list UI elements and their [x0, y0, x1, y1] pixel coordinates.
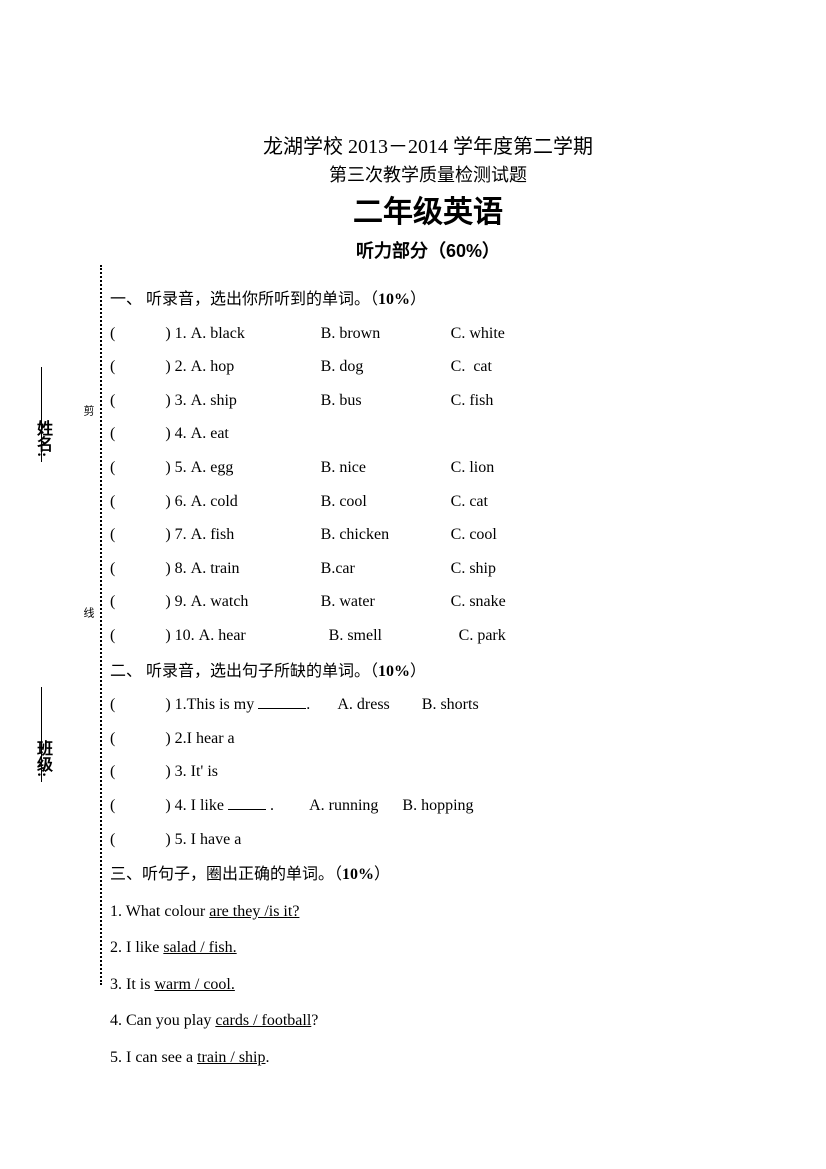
- section-2-header: 二、 听录音，选出句子所缺的单词。（10%）: [110, 655, 746, 689]
- question-row: () 2. A. hopB. dogC. cat: [110, 350, 746, 384]
- section-1-header: 一、 听录音，选出你所听到的单词。（10%）: [110, 283, 746, 317]
- s3-q1: 1. What colour are they /is it?: [110, 895, 746, 929]
- document-header: 龙湖学校 2013－2014 学年度第二学期 第三次教学质量检测试题 二年级英语…: [110, 130, 746, 263]
- option-b: B. dog: [321, 350, 451, 384]
- option-b: B. brown: [321, 317, 451, 351]
- s2-q5: () 5. I have a: [110, 823, 746, 857]
- question-row: () 4. A. eat: [110, 417, 746, 451]
- option-c: C. snake: [451, 593, 506, 610]
- option-c: C. cat: [451, 493, 488, 510]
- option-b: B. smell: [329, 619, 459, 653]
- s2-q4: () 4. I like . A. running B. hopping: [110, 789, 746, 823]
- cut-mark-1: 剪: [80, 405, 96, 416]
- circle-option[interactable]: are they /is it?: [209, 903, 299, 920]
- option-c: C. ship: [451, 560, 496, 577]
- circle-option[interactable]: salad / fish.: [163, 939, 236, 956]
- cut-line: [100, 265, 102, 985]
- question-row: () 3. A. shipB. busC. fish: [110, 384, 746, 418]
- s3-q4: 4. Can you play cards / football?: [110, 1004, 746, 1038]
- listening-section-title: 听力部分（60%）: [110, 237, 746, 263]
- option-b: B. bus: [321, 384, 451, 418]
- option-c: C. white: [451, 325, 505, 342]
- option-c: C. park: [459, 627, 506, 644]
- question-row: () 1. A. blackB. brownC. white: [110, 317, 746, 351]
- option-b: B.car: [321, 552, 451, 586]
- option-a: A. hear: [199, 619, 329, 653]
- option-a: A. ship: [191, 384, 321, 418]
- option-a: A. fish: [191, 518, 321, 552]
- name-blank[interactable]: [41, 367, 55, 462]
- question-row: () 6. A. coldB. coolC. cat: [110, 485, 746, 519]
- question-row: () 8. A. trainB.carC. ship: [110, 552, 746, 586]
- class-blank[interactable]: [41, 687, 55, 782]
- section-3-header: 三、听句子，圈出正确的单词。（10%）: [110, 858, 746, 892]
- school-term-line: 龙湖学校 2013－2014 学年度第二学期: [110, 130, 746, 159]
- question-row: () 10. A. hearB. smellC. park: [110, 619, 746, 653]
- option-c: C. cool: [451, 526, 497, 543]
- question-row: () 7. A. fishB. chickenC. cool: [110, 518, 746, 552]
- option-c: C. lion: [451, 459, 495, 476]
- option-c: C. fish: [451, 392, 494, 409]
- option-a: A. hop: [191, 350, 321, 384]
- option-a: A. train: [191, 552, 321, 586]
- circle-option[interactable]: cards / football: [215, 1012, 311, 1029]
- question-row: () 9. A. watchB. waterC. snake: [110, 585, 746, 619]
- s3-q3: 3. It is warm / cool.: [110, 968, 746, 1002]
- s2-q2: () 2.I hear a: [110, 722, 746, 756]
- option-b: B. chicken: [321, 518, 451, 552]
- s2-q1: () 1.This is my . A. dress B. shorts: [110, 688, 746, 722]
- question-row: () 5. A. eggB. niceC. lion: [110, 451, 746, 485]
- option-b: B. nice: [321, 451, 451, 485]
- option-a: A. black: [191, 317, 321, 351]
- section-1-questions: () 1. A. blackB. brownC. white() 2. A. h…: [110, 317, 746, 653]
- exam-name-line: 第三次教学质量检测试题: [110, 161, 746, 187]
- circle-option[interactable]: train / ship: [197, 1049, 265, 1066]
- option-a: A. egg: [191, 451, 321, 485]
- fill-blank[interactable]: [228, 796, 266, 810]
- fill-blank[interactable]: [258, 695, 306, 709]
- s2-q3: () 3. It' is: [110, 755, 746, 789]
- option-a: A. eat: [191, 417, 321, 451]
- grade-subject-title: 二年级英语: [110, 187, 746, 231]
- option-a: A. watch: [191, 585, 321, 619]
- circle-option[interactable]: warm / cool.: [154, 976, 234, 993]
- s3-q2: 2. I like salad / fish.: [110, 931, 746, 965]
- option-c: C. cat: [451, 358, 492, 375]
- option-b: B. cool: [321, 485, 451, 519]
- option-b: B. water: [321, 585, 451, 619]
- exam-content: 一、 听录音，选出你所听到的单词。（10%） () 1. A. blackB. …: [110, 283, 746, 1075]
- cut-mark-2: 线: [80, 607, 96, 618]
- option-a: A. cold: [191, 485, 321, 519]
- s3-q5: 5. I can see a train / ship.: [110, 1041, 746, 1075]
